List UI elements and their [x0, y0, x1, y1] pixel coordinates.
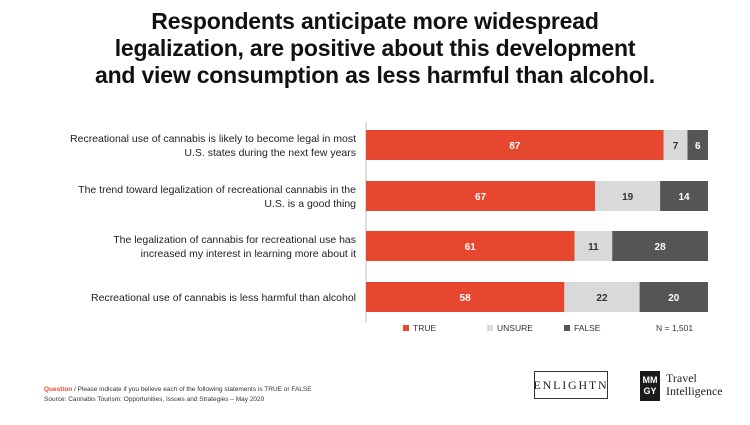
- data-label: 20: [668, 293, 680, 304]
- bar-segment-true: [366, 181, 596, 211]
- data-label: 87: [509, 141, 521, 152]
- data-label: 58: [460, 293, 472, 304]
- category-label: The trend toward legalization of recreat…: [78, 184, 356, 196]
- question-text: / Please indicate if you believe each of…: [72, 386, 312, 393]
- data-label: 61: [465, 242, 477, 253]
- travel-intelligence-line: Intelligence: [666, 384, 723, 398]
- data-label: 67: [475, 192, 487, 203]
- enlightn-logo: ENLIGHTN: [533, 371, 608, 399]
- data-label: 22: [596, 293, 608, 304]
- page-title: Respondents anticipate more widespread l…: [0, 8, 750, 89]
- legend-label: TRUE: [413, 323, 436, 333]
- travel-intelligence-logo: Travel Intelligence: [666, 372, 723, 398]
- data-label: 7: [673, 141, 679, 152]
- legend-swatch: [564, 325, 570, 331]
- bar-segment-true: [366, 282, 565, 312]
- bar-segment-unsure: [564, 282, 640, 312]
- bar-segment-false: [687, 130, 708, 160]
- bar-segment-false: [639, 282, 708, 312]
- category-label: Recreational use of cannabis is likely t…: [70, 133, 356, 145]
- question-note: Question / Please indicate if you believ…: [44, 386, 312, 393]
- legend-swatch: [487, 325, 493, 331]
- data-label: 6: [695, 141, 701, 152]
- data-label: 28: [655, 242, 667, 253]
- bar-segment-true: [366, 231, 575, 261]
- data-label: 19: [622, 192, 634, 203]
- mmgy-logo-line: GY: [643, 386, 657, 396]
- bar-segment-false: [612, 231, 708, 261]
- title-line: and view consumption as less harmful tha…: [94, 62, 655, 88]
- travel-intelligence-line: Travel: [666, 371, 697, 385]
- source-note: Source: Cannabis Tourism: Opportunities,…: [44, 396, 265, 403]
- bar-segment-unsure: [574, 231, 613, 261]
- category-label: U.S. states during the next few years: [184, 147, 356, 159]
- legend-swatch: [403, 325, 409, 331]
- category-label: Recreational use of cannabis is less har…: [91, 292, 356, 304]
- legend-label: UNSURE: [497, 323, 533, 333]
- legend-label: FALSE: [574, 323, 601, 333]
- data-label: 14: [678, 192, 690, 203]
- bar-segment-unsure: [595, 181, 661, 211]
- category-label: The legalization of cannabis for recreat…: [113, 234, 356, 246]
- category-label: increased my interest in learning more a…: [141, 248, 356, 260]
- bar-segment-unsure: [663, 130, 688, 160]
- mmgy-logo: MM GY: [640, 371, 660, 401]
- bar-segment-false: [660, 181, 708, 211]
- category-label: U.S. is a good thing: [264, 198, 356, 210]
- data-label: 11: [588, 242, 599, 253]
- title-line: legalization, are positive about this de…: [114, 35, 636, 61]
- mmgy-logo-line: MM: [642, 375, 658, 385]
- title-line: Respondents anticipate more widespread: [151, 8, 599, 34]
- sample-size-note: N = 1,501: [656, 323, 693, 333]
- question-label: Question: [44, 386, 73, 393]
- bar-segment-true: [366, 130, 664, 160]
